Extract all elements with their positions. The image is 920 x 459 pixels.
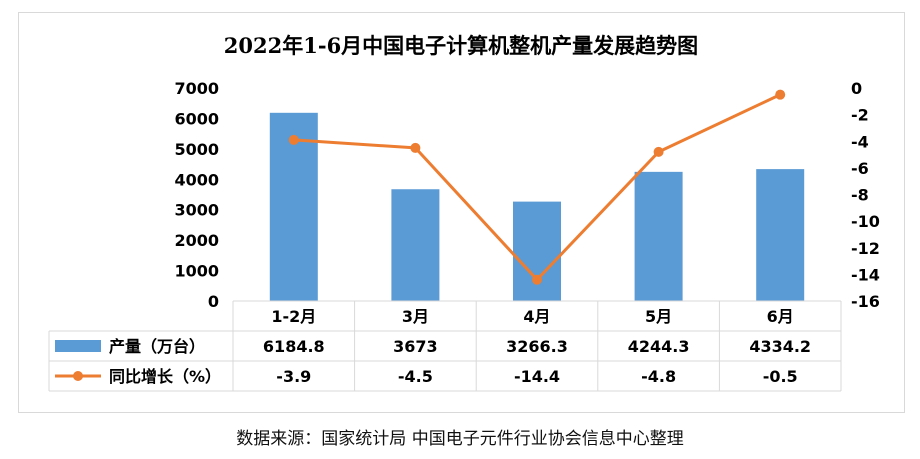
- line-point: [288, 134, 299, 145]
- legend-line-marker: [73, 371, 83, 381]
- line-value-label: -0.5: [763, 367, 798, 386]
- right-tick-label: -16: [851, 292, 880, 311]
- right-tick-label: -14: [851, 265, 880, 284]
- bar-value-label: 4244.3: [628, 337, 690, 356]
- line-point: [410, 142, 421, 153]
- combo-chart: 2022年1-6月中国电子计算机整机产量发展趋势图 0 1000 2000 3000 40…: [48, 33, 880, 392]
- bar-value-label: 3673: [393, 337, 438, 356]
- right-tick-label: -10: [851, 212, 880, 231]
- category-label: 6月: [767, 307, 794, 326]
- legend-bar-label: 产量（万台）: [109, 337, 205, 356]
- right-tick-label: -8: [851, 186, 869, 205]
- bar-value-label: 3266.3: [506, 337, 568, 356]
- line-point: [532, 274, 542, 285]
- source-note: 数据来源：国家统计局 中国电子元件行业协会信息中心整理: [236, 429, 684, 449]
- line-value-label: -14.4: [514, 367, 560, 386]
- left-tick-label: 3000: [174, 201, 219, 220]
- category-label: 1-2月: [271, 307, 316, 326]
- right-tick-label: -2: [851, 106, 869, 125]
- bar: [634, 171, 683, 301]
- line-point: [775, 89, 786, 100]
- category-label: 3月: [402, 307, 429, 326]
- left-tick-label: 4000: [174, 170, 219, 189]
- line-value-label: -4.8: [641, 367, 676, 386]
- bar: [513, 201, 561, 301]
- right-tick-label: -6: [851, 159, 869, 178]
- bar-value-label: 4334.2: [749, 337, 811, 356]
- right-tick-label: -4: [851, 132, 869, 151]
- left-tick-label: 7000: [174, 79, 219, 98]
- line-point: [653, 146, 664, 157]
- right-tick-label: 0: [851, 79, 862, 98]
- legend-bar-swatch: [55, 340, 101, 352]
- left-tick-label: 0: [208, 292, 219, 311]
- left-tick-label: 2000: [174, 231, 219, 250]
- line-value-label: -3.9: [276, 367, 311, 386]
- bar-value-label: 6184.8: [263, 337, 325, 356]
- bar: [391, 189, 440, 301]
- chart-title: 2022年1-6月中国电子计算机整机产量发展趋势图: [224, 33, 698, 58]
- line-value-label: -4.5: [398, 367, 433, 386]
- bar: [756, 169, 805, 301]
- legend-line-label: 同比增长（%）: [109, 367, 221, 386]
- right-tick-label: -12: [851, 239, 880, 258]
- category-label: 4月: [523, 307, 550, 326]
- chart-frame: 2022年1-6月中国电子计算机整机产量发展趋势图 0 1000 2000 3000 40…: [18, 12, 905, 413]
- left-tick-label: 5000: [174, 140, 219, 159]
- left-tick-label: 1000: [174, 262, 219, 281]
- left-tick-label: 6000: [174, 109, 219, 128]
- category-label: 5月: [645, 307, 672, 326]
